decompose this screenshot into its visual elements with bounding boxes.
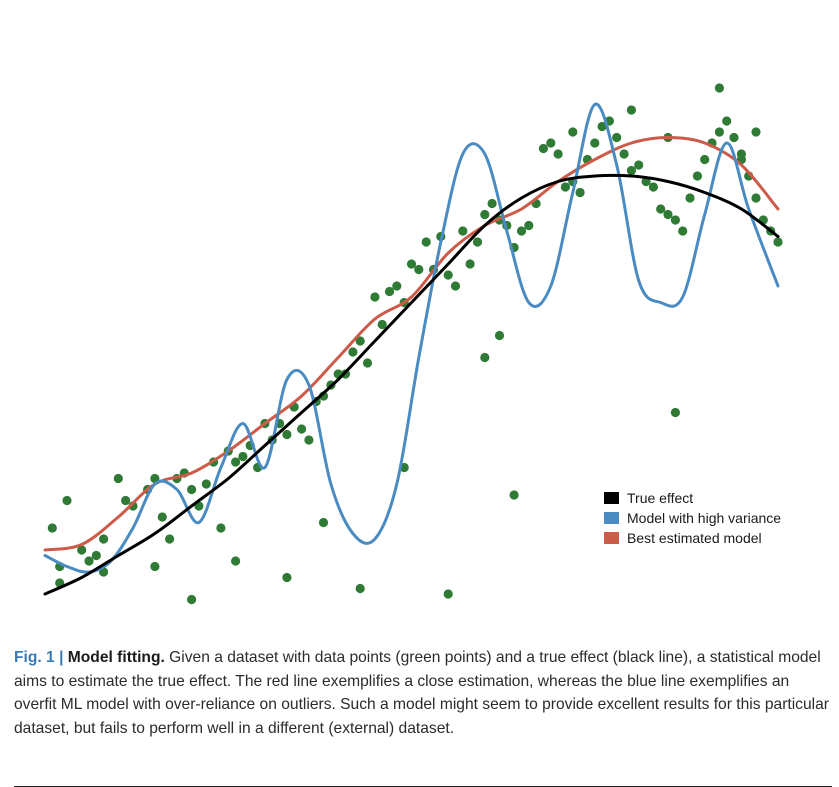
data-point	[238, 451, 248, 462]
data-point	[318, 517, 329, 528]
data-point	[692, 171, 703, 181]
data-point	[590, 138, 600, 148]
data-point	[443, 270, 453, 280]
data-point	[355, 336, 365, 346]
data-point	[480, 352, 490, 363]
legend-swatch-high-variance	[604, 512, 619, 524]
data-point	[392, 281, 402, 291]
data-point	[575, 187, 585, 198]
series-line-high-variance	[43, 102, 780, 574]
figure-caption: Fig. 1 | Model fitting. Given a dataset …	[14, 646, 829, 740]
data-point	[714, 127, 725, 137]
data-point	[722, 116, 732, 126]
data-point	[414, 264, 424, 275]
data-point	[150, 561, 160, 572]
series-lines	[43, 102, 780, 596]
data-point	[282, 572, 292, 583]
legend-label-high-variance: Model with high variance	[627, 510, 781, 526]
legend-label-best-model: Best estimated model	[627, 530, 762, 546]
data-point	[494, 330, 505, 341]
data-point	[597, 121, 607, 132]
data-point	[77, 545, 87, 555]
data-point	[157, 512, 167, 522]
legend: True effect Model with high variance Bes…	[604, 490, 781, 546]
caption-figure-label: Fig. 1	[14, 649, 55, 666]
data-point	[355, 583, 365, 594]
data-point	[509, 490, 519, 500]
data-points	[47, 83, 783, 605]
data-point	[406, 259, 417, 269]
data-point	[685, 193, 695, 203]
data-point	[553, 149, 563, 159]
caption-separator: |	[59, 649, 64, 666]
data-point	[516, 226, 527, 236]
data-point	[612, 132, 622, 143]
legend-swatch-best-model	[604, 532, 619, 544]
data-point	[231, 457, 241, 467]
data-point	[458, 226, 468, 236]
data-point	[304, 435, 314, 445]
data-point	[487, 198, 497, 209]
data-point	[480, 209, 490, 220]
data-point	[472, 237, 483, 247]
data-point	[560, 182, 571, 192]
data-point	[47, 523, 57, 533]
data-point	[384, 286, 395, 297]
data-point	[443, 589, 453, 599]
data-point	[656, 204, 666, 214]
data-point	[201, 479, 211, 489]
data-point	[524, 220, 534, 231]
data-point	[362, 358, 373, 368]
series-line-best-model	[43, 136, 780, 552]
data-point	[370, 292, 380, 302]
data-point	[465, 259, 475, 269]
data-point	[751, 193, 761, 203]
caption-text: Given a dataset with data points (green …	[14, 649, 829, 737]
data-point	[231, 556, 241, 566]
data-point	[729, 132, 739, 143]
legend-label-true-effect: True effect	[627, 490, 693, 506]
data-point	[62, 495, 72, 506]
data-point	[282, 429, 292, 440]
data-point	[348, 347, 358, 357]
data-point	[165, 534, 175, 544]
data-point	[113, 473, 123, 484]
data-point	[634, 160, 644, 170]
legend-swatch-true-effect	[604, 492, 619, 504]
data-point	[670, 215, 681, 225]
data-point	[297, 424, 307, 434]
data-point	[121, 495, 131, 506]
data-point	[546, 138, 556, 148]
data-point	[648, 182, 659, 192]
data-point	[216, 523, 226, 533]
data-point	[678, 226, 688, 236]
data-point	[736, 149, 747, 159]
chart: True effect Model with high variance Bes…	[43, 83, 783, 605]
data-point	[187, 594, 197, 605]
series-line-true-effect	[43, 173, 780, 596]
data-point	[700, 154, 710, 165]
data-point	[99, 534, 109, 544]
data-point	[619, 149, 629, 159]
data-point	[538, 143, 549, 154]
data-point	[626, 105, 637, 115]
data-point	[626, 165, 637, 176]
data-point	[187, 484, 197, 495]
data-point	[773, 237, 783, 247]
data-point	[91, 550, 101, 561]
data-point	[421, 237, 431, 247]
data-point	[714, 83, 725, 93]
data-point	[84, 556, 94, 566]
data-point	[450, 281, 461, 291]
data-point	[568, 127, 578, 137]
data-point	[751, 127, 761, 137]
data-point	[663, 209, 673, 220]
caption-title: Model fitting.	[67, 649, 165, 666]
data-point	[377, 319, 387, 330]
data-point	[670, 407, 681, 418]
